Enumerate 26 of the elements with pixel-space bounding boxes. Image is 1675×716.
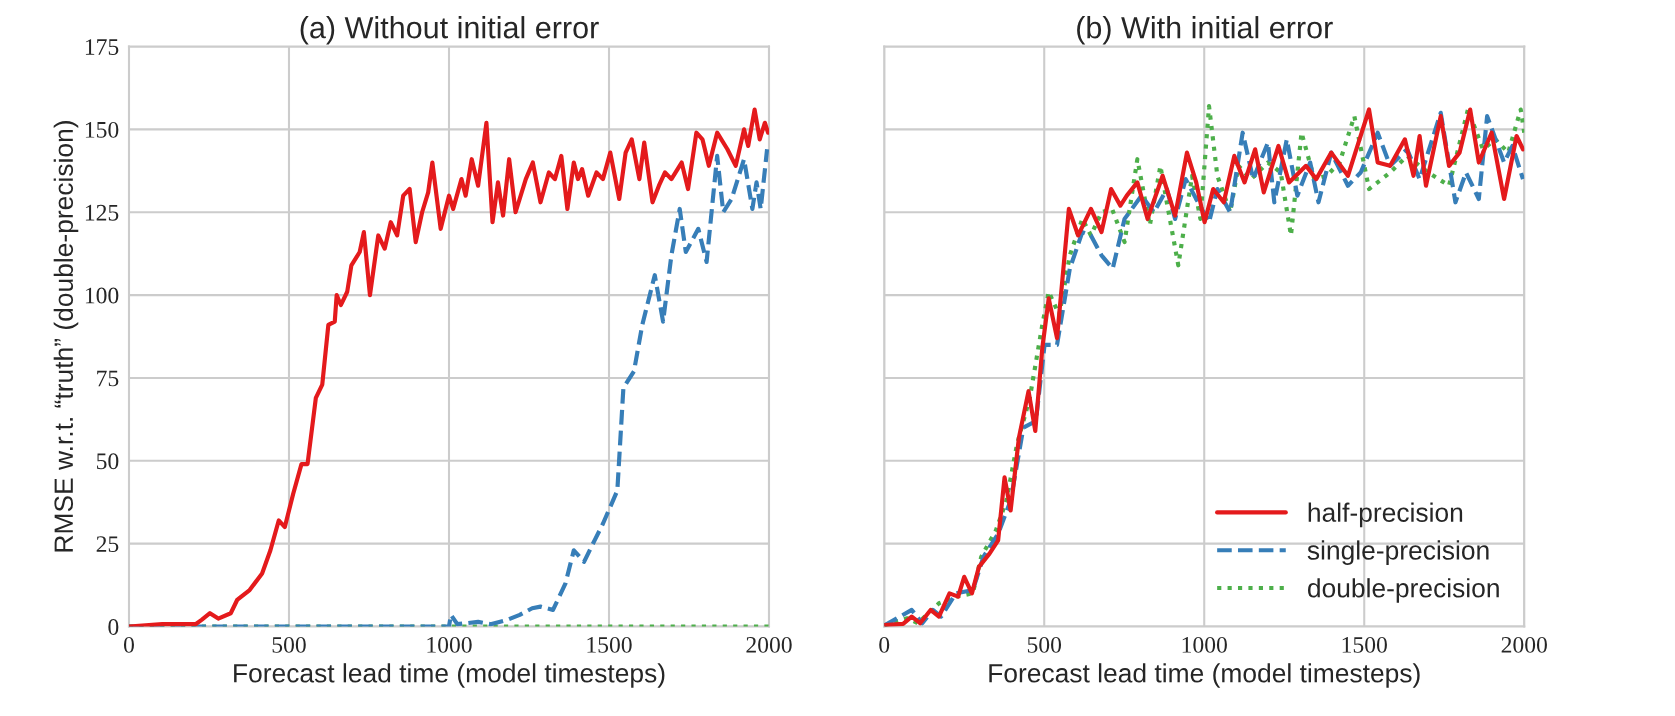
x-tick-label: 500 <box>1027 636 1062 653</box>
y-tick-label: 125 <box>85 204 119 221</box>
x-axis-title: Forecast lead time (model timesteps) <box>234 663 665 688</box>
x-tick-label: 1500 <box>1342 636 1387 653</box>
y-tick-label: 100 <box>85 287 119 304</box>
chart-title: (b) With initial error <box>1077 16 1333 45</box>
x-tick-label: 0 <box>123 636 134 653</box>
y-tick-label: 25 <box>96 536 119 553</box>
y-tick-label: 75 <box>97 370 119 387</box>
y-tick-label: 50 <box>97 453 119 470</box>
legend-label: single-precision <box>1307 540 1489 565</box>
x-axis-title: Forecast lead time (model timesteps) <box>989 663 1420 688</box>
x-tick-label: 2000 <box>746 636 792 653</box>
x-tick-label: 1500 <box>587 636 632 653</box>
x-tick-label: 1000 <box>427 636 472 653</box>
x-tick-label: 500 <box>272 636 306 653</box>
x-tick-label: 2000 <box>1501 636 1547 653</box>
legend-label: half-precision <box>1308 502 1463 528</box>
chart-title: (a) Without initial error <box>300 16 599 45</box>
y-tick-label: 0 <box>108 618 119 635</box>
y-axis-title: RMSE w.r.t. “truth” (double-precision) <box>53 121 79 552</box>
y-tick-label: 150 <box>85 121 119 138</box>
legend-label: double-precision <box>1307 578 1499 603</box>
x-tick-label: 1000 <box>1182 636 1227 653</box>
x-tick-label: 0 <box>879 636 890 653</box>
y-tick-label: 175 <box>85 39 119 55</box>
